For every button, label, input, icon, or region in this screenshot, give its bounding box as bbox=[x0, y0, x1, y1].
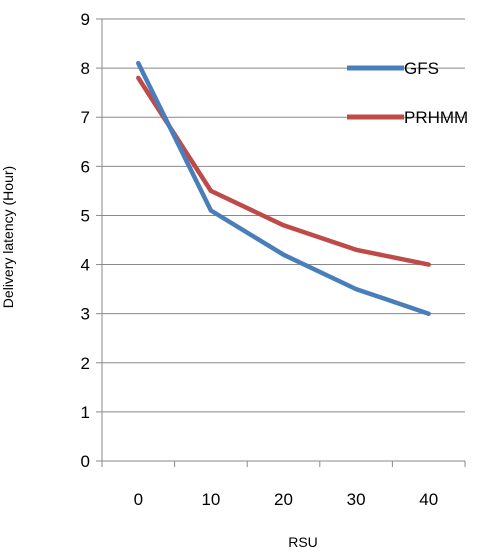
x-axis-label: RSU bbox=[288, 534, 318, 550]
y-tick-4: 4 bbox=[81, 256, 90, 275]
y-tick-8: 8 bbox=[81, 59, 90, 78]
x-tick-40: 40 bbox=[419, 490, 438, 509]
legend: GFS PRHMM bbox=[347, 59, 468, 127]
y-tick-9: 9 bbox=[81, 10, 90, 29]
x-tick-20: 20 bbox=[274, 490, 293, 509]
y-axis-label: Delivery latency (Hour) bbox=[0, 166, 16, 308]
y-tick-3: 3 bbox=[81, 305, 90, 324]
x-tick-0: 0 bbox=[134, 490, 143, 509]
axes bbox=[96, 18, 466, 467]
series-line-prhmm bbox=[136, 75, 431, 267]
y-tick-0: 0 bbox=[81, 452, 90, 471]
y-tick-2: 2 bbox=[81, 354, 90, 373]
x-tick-labels: 0 10 20 30 40 bbox=[134, 490, 439, 509]
series-line-gfs bbox=[136, 60, 431, 316]
y-tick-labels: 0 1 2 3 4 5 6 7 8 9 bbox=[81, 10, 90, 471]
series-lines bbox=[136, 60, 431, 316]
y-tick-5: 5 bbox=[81, 206, 90, 225]
x-tick-10: 10 bbox=[201, 490, 220, 509]
legend-label-gfs: GFS bbox=[404, 59, 439, 78]
y-tick-6: 6 bbox=[81, 157, 90, 176]
y-tick-1: 1 bbox=[81, 403, 90, 422]
y-tick-7: 7 bbox=[81, 108, 90, 127]
legend-label-prhmm: PRHMM bbox=[404, 108, 468, 127]
x-tick-30: 30 bbox=[347, 490, 366, 509]
